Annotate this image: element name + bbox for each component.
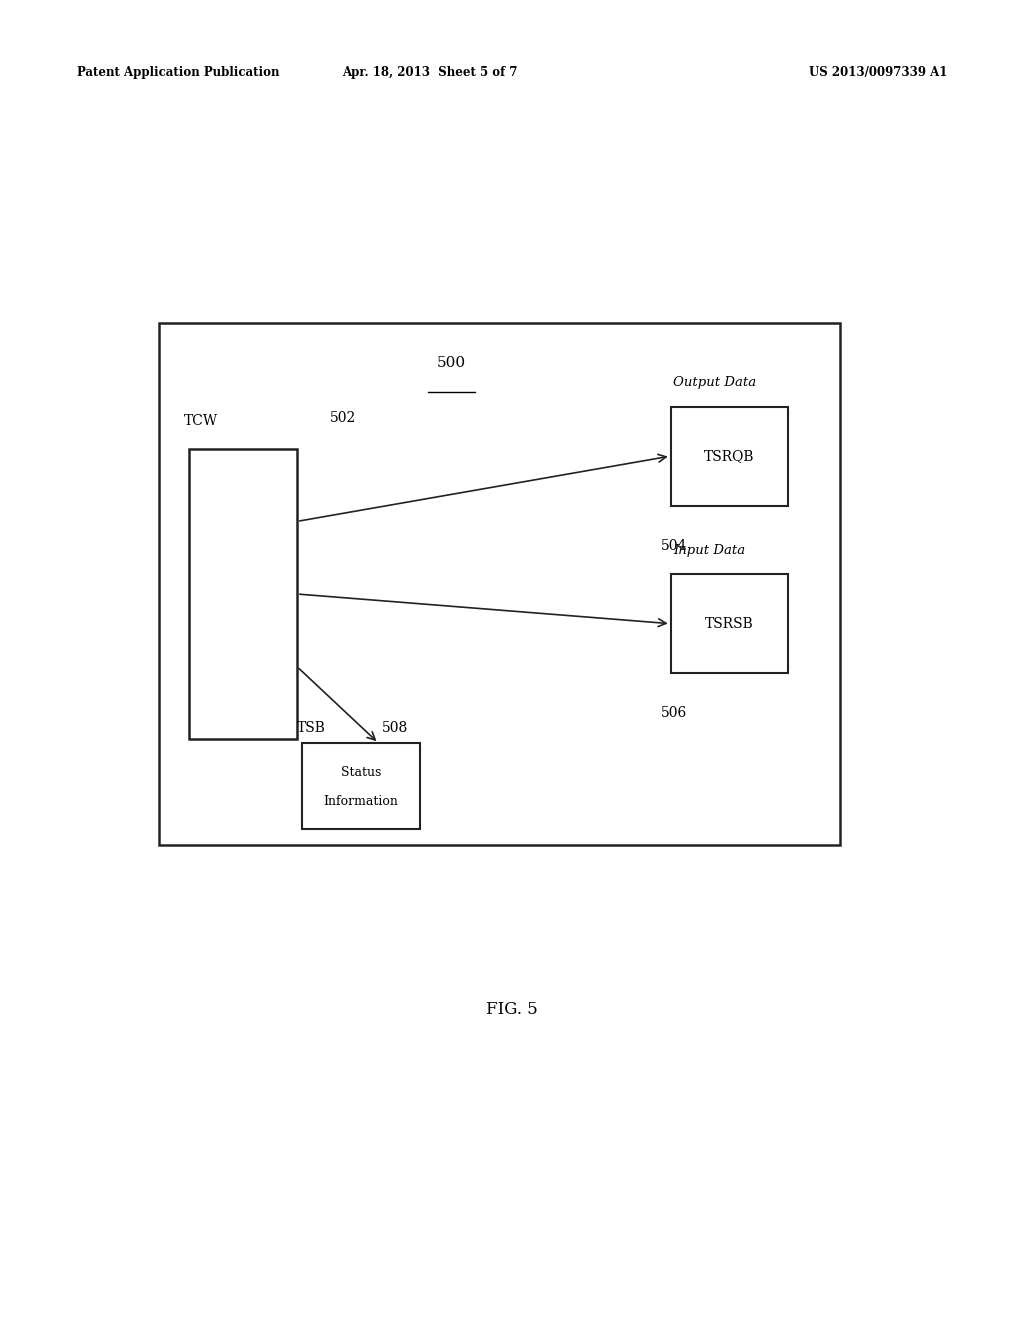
Bar <box>159 323 840 845</box>
Text: Status: Status <box>341 767 381 779</box>
Text: TSB: TSB <box>297 721 326 735</box>
Bar <box>189 449 297 739</box>
Text: Output Data: Output Data <box>673 376 756 389</box>
Text: 506: 506 <box>660 706 687 721</box>
Text: Input Data: Input Data <box>673 544 744 557</box>
Bar <box>671 407 788 506</box>
Text: Information: Information <box>324 796 398 808</box>
Text: 508: 508 <box>381 721 408 735</box>
Text: 500: 500 <box>437 356 466 371</box>
Text: FIG. 5: FIG. 5 <box>486 1002 538 1018</box>
Text: US 2013/0097339 A1: US 2013/0097339 A1 <box>809 66 947 79</box>
Text: TSRQB: TSRQB <box>705 449 755 463</box>
Text: TCW: TCW <box>184 413 218 428</box>
Text: 502: 502 <box>330 411 356 425</box>
Text: Apr. 18, 2013  Sheet 5 of 7: Apr. 18, 2013 Sheet 5 of 7 <box>342 66 518 79</box>
Text: 504: 504 <box>660 539 687 553</box>
Text: TSRSB: TSRSB <box>706 616 754 631</box>
Bar <box>671 574 788 673</box>
Text: Patent Application Publication: Patent Application Publication <box>77 66 280 79</box>
Bar <box>302 743 420 829</box>
